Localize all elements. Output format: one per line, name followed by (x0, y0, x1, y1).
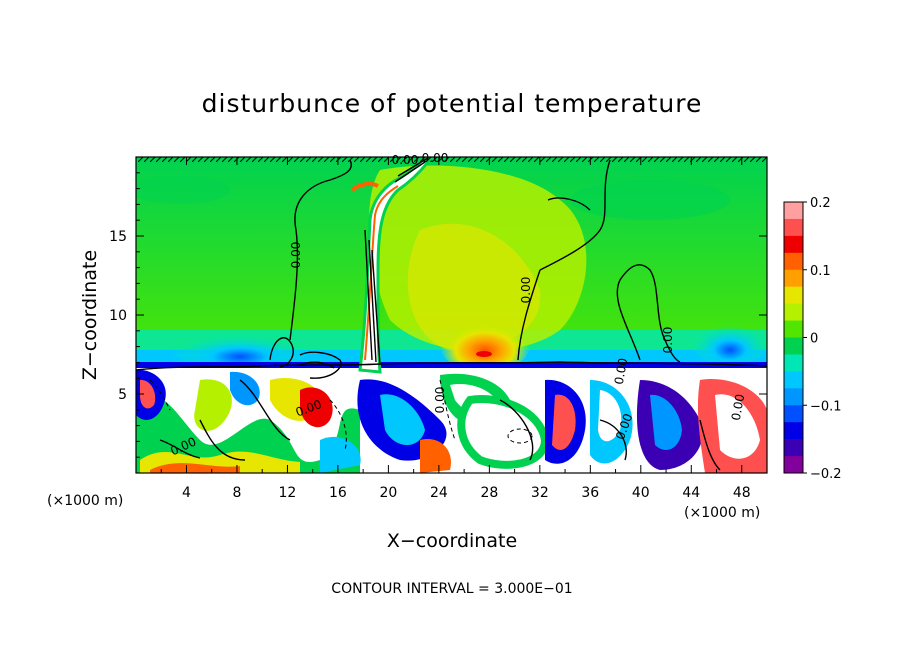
y-axis-label: Z−coordinate (79, 250, 101, 380)
x-tick-label: 20 (379, 485, 397, 501)
x-tick-label: 12 (279, 485, 297, 501)
contour-label: 0.00 (519, 277, 533, 304)
colorbar-swatch (784, 320, 803, 338)
x-axis: 4 8 12 16 20 24 28 32 36 40 44 48 (160, 157, 751, 501)
colorbar-swatch (784, 337, 803, 355)
x-unit-left: (×1000 m) (47, 493, 123, 509)
colorbar-tick-label: 0 (810, 332, 818, 347)
chart-title: disturbunce of potential temperature (202, 89, 703, 118)
colorbar-swatch (784, 218, 803, 237)
colorbar-swatch (784, 456, 803, 474)
y-tick-label: 5 (118, 387, 127, 403)
x-tick-label: 32 (531, 485, 549, 501)
heatmap-field (136, 157, 767, 473)
x-axis-label: X−coordinate (387, 530, 517, 552)
colorbar-swatch (784, 422, 803, 440)
colorbar-swatch (784, 439, 803, 457)
y-tick-label: 10 (109, 308, 127, 324)
x-tick-label: 48 (733, 485, 751, 501)
x-tick-label: 36 (581, 485, 599, 501)
x-unit-right: (×1000 m) (684, 505, 760, 521)
x-tick-label: 8 (232, 485, 241, 501)
contour-label: 0.00 (392, 153, 419, 167)
colorbar-swatch (784, 354, 803, 372)
x-tick-label: 16 (329, 485, 347, 501)
colorbar-swatch (784, 388, 803, 406)
colorbar-tick-label: 0.1 (810, 264, 831, 279)
x-tick-label: 40 (632, 485, 650, 501)
colorbar-tick-label: −0.2 (810, 467, 842, 482)
colorbar-swatch (784, 235, 803, 254)
colorbar-tick-label: −0.1 (810, 399, 842, 414)
x-tick-label: 24 (430, 485, 448, 501)
x-tick-label: 44 (682, 485, 700, 501)
contour-label: 0.00 (289, 242, 303, 269)
contour-interval-note: CONTOUR INTERVAL = 3.000E−01 (331, 581, 572, 597)
colorbar-swatch (784, 371, 803, 389)
contour-label: 0.00 (433, 387, 447, 414)
colorbar-swatch (784, 202, 803, 220)
colorbar: 0.2 0.1 0 −0.1 −0.2 (783, 196, 842, 482)
contour-label: 0.00 (661, 327, 675, 354)
colorbar-swatch (784, 303, 803, 322)
x-tick-label: 28 (480, 485, 498, 501)
colorbar-swatch (784, 405, 803, 423)
contour-label: 0.00 (729, 393, 747, 422)
contour-label: 0.00 (612, 357, 630, 386)
y-tick-label: 15 (109, 229, 127, 245)
x-tick-label: 4 (182, 485, 191, 501)
colorbar-swatch (784, 286, 803, 305)
colorbar-swatch (784, 269, 803, 288)
y-axis: 5 10 15 (109, 172, 767, 458)
colorbar-tick-label: 0.2 (810, 196, 831, 211)
contour-label: 0.00 (422, 151, 449, 165)
colorbar-swatch (784, 252, 803, 271)
